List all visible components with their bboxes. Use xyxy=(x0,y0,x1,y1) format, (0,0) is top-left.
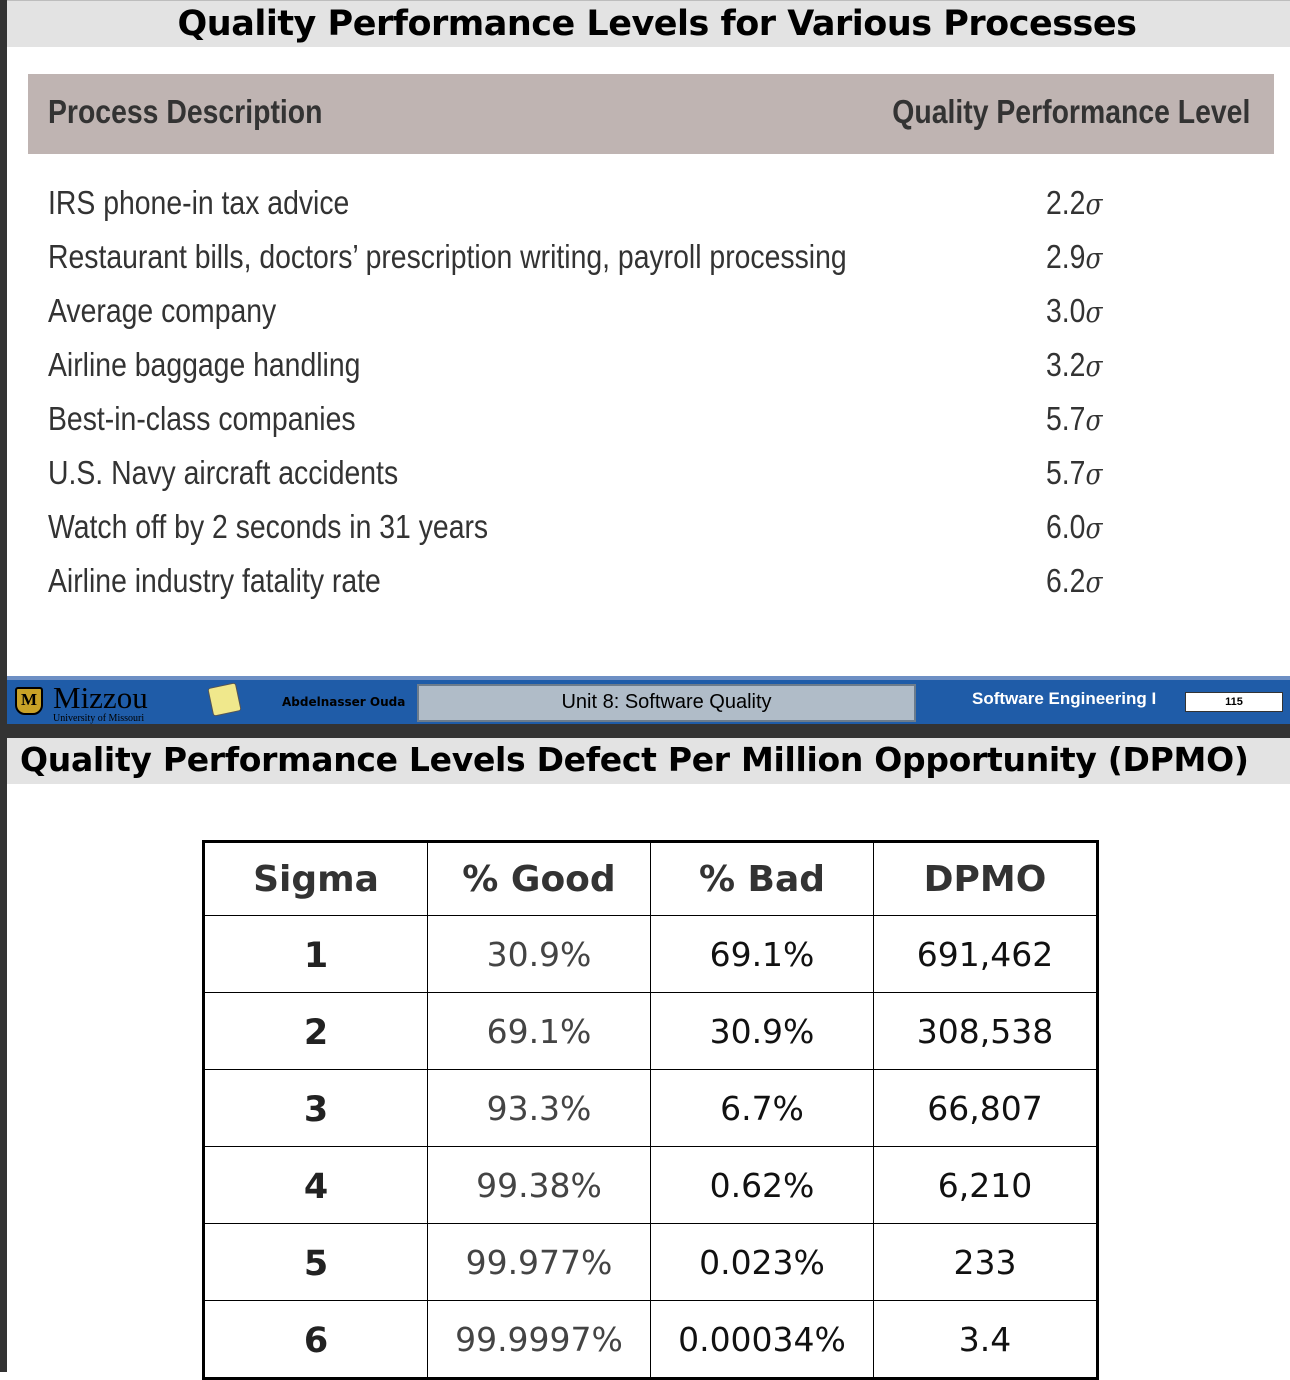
slide1-title-bar: Quality Performance Levels for Various P… xyxy=(7,0,1290,47)
table-row: 3 93.3% 6.7% 66,807 xyxy=(203,1069,1098,1147)
unit-title: Unit 8: Software Quality xyxy=(561,691,772,713)
process-description: Watch off by 2 seconds in 31 years xyxy=(48,508,489,545)
good-cell: 93.3% xyxy=(427,1069,651,1147)
sigma-cell: 4 xyxy=(203,1146,428,1224)
dpmo-cell: 66,807 xyxy=(873,1069,1098,1147)
dpmo-table: Sigma % Good % Bad DPMO 1 30.9% 69.1% 691,4… xyxy=(202,840,1099,1380)
table-row: Average company 3.0σ xyxy=(0,292,1290,346)
sigma-symbol: σ xyxy=(1085,511,1103,545)
dpmo-header-row: Sigma % Good % Bad DPMO xyxy=(203,841,1098,916)
dpmo-cell: 3.4 xyxy=(873,1300,1098,1379)
table-row: Airline industry fatality rate 6.2σ xyxy=(0,562,1290,616)
good-cell: 30.9% xyxy=(427,915,651,993)
bad-cell: 6.7% xyxy=(650,1069,874,1147)
slide1-title: Quality Performance Levels for Various P… xyxy=(177,4,1137,44)
process-description: Average company xyxy=(48,292,277,329)
quality-level-value: 5.7 xyxy=(1046,400,1086,437)
process-description: Airline industry fatality rate xyxy=(48,562,381,599)
sigma-symbol: σ xyxy=(1085,457,1103,491)
process-description: Restaurant bills, doctors’ prescription … xyxy=(48,238,847,275)
process-description: U.S. Navy aircraft accidents xyxy=(48,454,399,491)
sigma-symbol: σ xyxy=(1085,295,1103,329)
process-description: IRS phone-in tax advice xyxy=(48,184,350,221)
quality-level-value: 3.2 xyxy=(1046,346,1086,383)
table-row: 1 30.9% 69.1% 691,462 xyxy=(203,915,1098,993)
header-sigma: Sigma xyxy=(203,841,428,916)
mizzou-logo-icon: M xyxy=(15,687,43,715)
dpmo-cell: 691,462 xyxy=(873,915,1098,993)
good-cell: 69.1% xyxy=(427,992,651,1070)
table-row: 4 99.38% 0.62% 6,210 xyxy=(203,1146,1098,1224)
quality-level: 6.2σ xyxy=(1046,562,1102,600)
slide-footer: M Mizzou University of Missouri Abdelnas… xyxy=(7,676,1290,726)
table-row: Restaurant bills, doctors’ prescription … xyxy=(0,238,1290,292)
sigma-cell: 3 xyxy=(203,1069,428,1147)
sigma-cell: 5 xyxy=(203,1223,428,1301)
course-name: Software Engineering I xyxy=(972,689,1157,708)
dpmo-cell: 6,210 xyxy=(873,1146,1098,1224)
sigma-cell: 1 xyxy=(203,915,428,993)
quality-level: 3.0σ xyxy=(1046,292,1102,330)
table-row: Watch off by 2 seconds in 31 years 6.0σ xyxy=(0,508,1290,562)
table-row: IRS phone-in tax advice 2.2σ xyxy=(0,184,1290,238)
sigma-symbol: σ xyxy=(1085,565,1103,599)
author-name: Abdelnasser Ouda xyxy=(282,695,406,709)
quality-level-value: 5.7 xyxy=(1046,454,1086,491)
header-dpmo: DPMO xyxy=(873,841,1098,916)
header-bad: % Bad xyxy=(650,841,874,916)
table-row: 5 99.977% 0.023% 233 xyxy=(203,1223,1098,1301)
good-cell: 99.9997% xyxy=(427,1300,651,1379)
quality-level-value: 3.0 xyxy=(1046,292,1086,329)
bad-cell: 0.023% xyxy=(650,1223,874,1301)
left-border xyxy=(0,0,7,1372)
table-row: U.S. Navy aircraft accidents 5.7σ xyxy=(0,454,1290,508)
table-row: 6 99.9997% 0.00034% 3.4 xyxy=(203,1300,1098,1379)
page-number: 115 xyxy=(1185,692,1283,712)
quality-level: 5.7σ xyxy=(1046,400,1102,438)
logo-text: Mizzou xyxy=(53,680,148,715)
unit-title-box: Unit 8: Software Quality xyxy=(417,684,916,722)
header-quality-level: Quality Performance Level xyxy=(891,93,1250,130)
sigma-symbol: σ xyxy=(1085,403,1103,437)
slide-separator xyxy=(7,724,1290,738)
quality-level: 5.7σ xyxy=(1046,454,1102,492)
dpmo-cell: 233 xyxy=(873,1223,1098,1301)
bad-cell: 30.9% xyxy=(650,992,874,1070)
table-row: Airline baggage handling 3.2σ xyxy=(0,346,1290,400)
sigma-cell: 6 xyxy=(203,1300,428,1379)
table-row: Best-in-class companies 5.7σ xyxy=(0,400,1290,454)
bad-cell: 0.00034% xyxy=(650,1300,874,1379)
process-description: Airline baggage handling xyxy=(48,346,361,383)
quality-level-value: 6.2 xyxy=(1046,562,1086,599)
sigma-symbol: σ xyxy=(1085,187,1103,221)
slide2-title-bar: Quality Performance Levels Defect Per Mi… xyxy=(7,738,1290,784)
process-description: Best-in-class companies xyxy=(48,400,356,437)
quality-level: 2.9σ xyxy=(1046,238,1102,276)
logo-subtitle: University of Missouri xyxy=(53,713,145,724)
quality-level-value: 2.2 xyxy=(1046,184,1086,221)
sigma-cell: 2 xyxy=(203,992,428,1070)
sigma-symbol: σ xyxy=(1085,241,1103,275)
bad-cell: 69.1% xyxy=(650,915,874,993)
quality-level: 2.2σ xyxy=(1046,184,1102,222)
quality-level: 3.2σ xyxy=(1046,346,1102,384)
sigma-symbol: σ xyxy=(1085,349,1103,383)
good-cell: 99.38% xyxy=(427,1146,651,1224)
dpmo-cell: 308,538 xyxy=(873,992,1098,1070)
quality-level-value: 6.0 xyxy=(1046,508,1086,545)
quality-level-value: 2.9 xyxy=(1046,238,1086,275)
slide2-title: Quality Performance Levels Defect Per Mi… xyxy=(20,740,1249,779)
header-process-description: Process Description xyxy=(48,93,323,130)
header-good: % Good xyxy=(427,841,651,916)
quality-level: 6.0σ xyxy=(1046,508,1102,546)
sticky-note-icon[interactable] xyxy=(207,682,242,717)
table-row: 2 69.1% 30.9% 308,538 xyxy=(203,992,1098,1070)
process-table-header: Process Description Quality Performance … xyxy=(28,74,1274,154)
bad-cell: 0.62% xyxy=(650,1146,874,1224)
good-cell: 99.977% xyxy=(427,1223,651,1301)
